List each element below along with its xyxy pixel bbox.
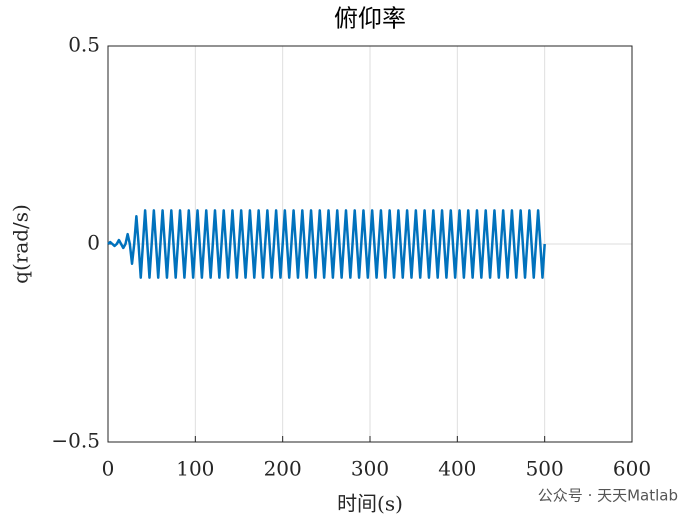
x-tick-label: 300 [351, 457, 389, 481]
y-tick-label: 0 [87, 231, 100, 255]
data-line [107, 209, 546, 279]
x-tick-label: 200 [264, 457, 302, 481]
x-tick-label: 500 [526, 457, 564, 481]
watermark: 公众号 · 天天Matlab [538, 487, 678, 505]
x-tick-label: 600 [613, 457, 651, 481]
x-tick-label: 100 [176, 457, 214, 481]
x-axis-label: 时间(s) [337, 492, 403, 516]
x-tick-label: 0 [102, 457, 115, 481]
y-tick-label: 0.5 [68, 33, 100, 57]
y-axis-label: q(rad/s) [9, 204, 33, 284]
y-tick-label: −0.5 [51, 429, 100, 453]
chart-title: 俯仰率 [334, 5, 406, 33]
x-tick-label: 400 [438, 457, 476, 481]
